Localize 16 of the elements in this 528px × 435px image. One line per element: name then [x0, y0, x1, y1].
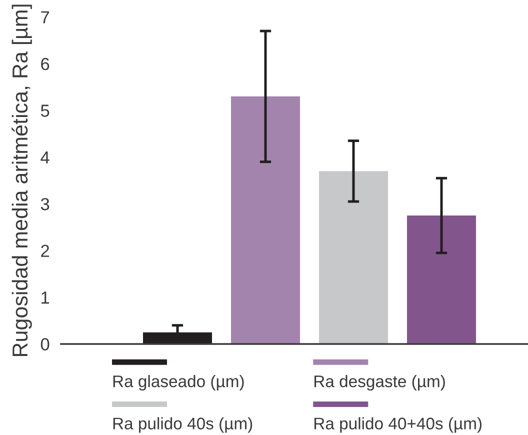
y-tick-label: 2 — [41, 244, 50, 257]
legend-label: Ra pulido 40s (µm) — [113, 417, 252, 433]
bar — [407, 216, 476, 344]
y-tick-label: 5 — [40, 104, 50, 117]
legend-label: Ra desgaste (µm) — [314, 375, 445, 391]
bar — [231, 96, 300, 344]
legend-label: Ra pulido 40+40s (µm) — [314, 417, 482, 433]
y-tick-label: 3 — [40, 198, 50, 210]
y-tick-label: 0 — [40, 338, 50, 350]
y-tick-label: 7 — [41, 11, 50, 24]
y-tick-label: 6 — [41, 58, 50, 70]
legend-label: Ra glaseado (µm) — [113, 375, 244, 391]
bar — [319, 171, 388, 344]
y-tick-label: 1 — [42, 292, 50, 304]
y-axis-title: Rugosidad media aritmética, Ra [µm] — [12, 4, 32, 356]
y-tick-label: 4 — [40, 151, 50, 164]
